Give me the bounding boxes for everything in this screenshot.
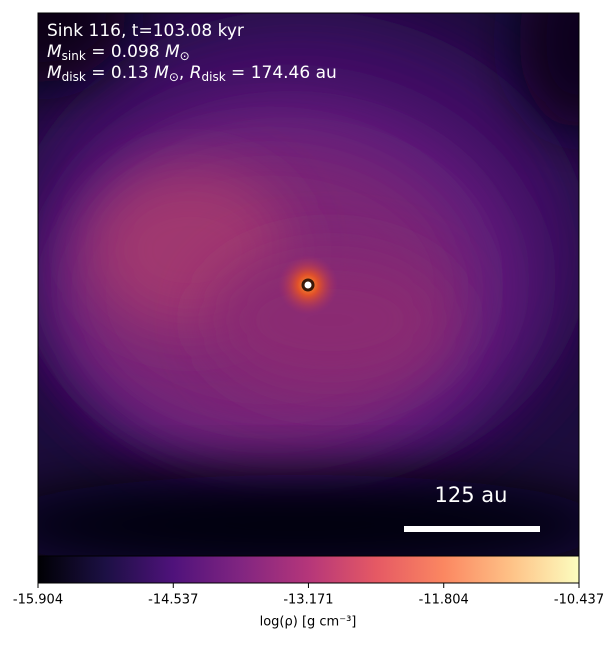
annotation-part: M xyxy=(47,42,62,62)
tick-label: -15.904 xyxy=(13,593,63,608)
annotation-part: Sink 116, t=103.08 kyr xyxy=(47,21,244,41)
tick-label: -10.437 xyxy=(554,593,604,608)
annotation-part: = 174.46 au xyxy=(226,63,337,83)
tick-label: -14.537 xyxy=(148,593,198,608)
colorbar xyxy=(37,555,580,584)
scale-bar-label: 125 au xyxy=(435,483,508,507)
annotation-part: = 0.13 xyxy=(86,63,154,83)
annotation: Mdisk = 0.13 M⊙, Rdisk = 174.46 au xyxy=(47,63,337,84)
annotation-part: M xyxy=(165,42,180,62)
colorbar-axis: -15.904 -14.537 -13.171 -11.804 -10.437 xyxy=(13,583,604,608)
tick-label: -13.171 xyxy=(283,593,333,608)
annotation-part: disk xyxy=(62,70,86,84)
annotation: Sink 116, t=103.08 kyr xyxy=(47,21,244,41)
annotation-part: disk xyxy=(202,70,226,84)
annotation-part: M xyxy=(47,63,62,83)
annotation-part: sink xyxy=(62,49,86,63)
annotation: Msink = 0.098 M⊙ xyxy=(47,42,190,63)
annotation-part: ⊙ xyxy=(169,70,179,84)
tick-label: -11.804 xyxy=(419,593,469,608)
annotation-part: M xyxy=(154,63,169,83)
annotation-part: ⊙ xyxy=(180,49,190,63)
sink-marker xyxy=(301,278,315,292)
density-image xyxy=(38,13,579,556)
colorbar-label: log(ρ) [g cm⁻³] xyxy=(260,615,357,630)
annotation-part: = 0.098 xyxy=(86,42,165,62)
annotation-part: R xyxy=(190,63,202,83)
annotation-part: , xyxy=(179,63,190,83)
